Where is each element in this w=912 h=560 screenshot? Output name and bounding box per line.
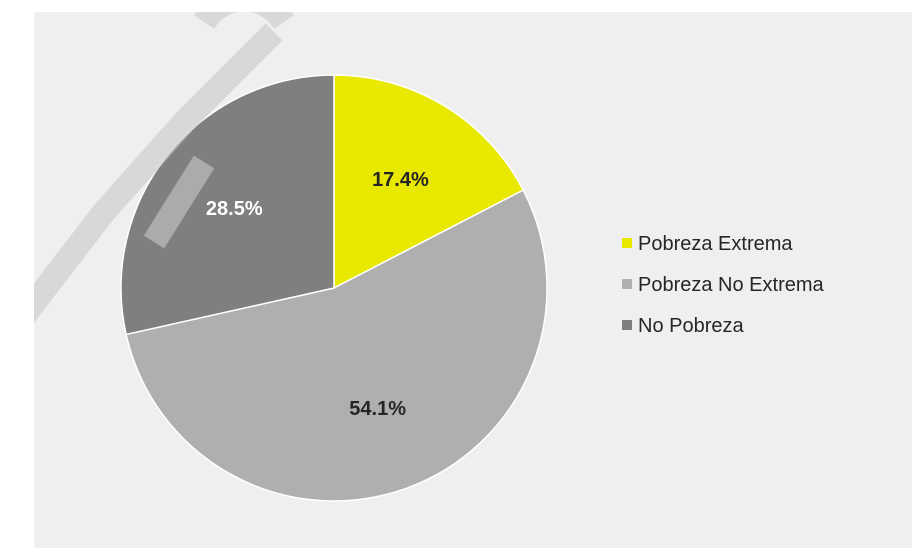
legend-label: Pobreza No Extrema — [638, 274, 825, 296]
legend-swatch — [622, 279, 632, 289]
legend-item-pobreza-extrema: Pobreza Extrema — [622, 233, 793, 255]
pie-data-labels: 17.4% 54.1% 28.5% — [206, 169, 429, 420]
legend: Pobreza Extrema Pobreza No Extrema No Pobr… — [622, 233, 825, 337]
pie-slice-pobreza-no-extrema — [125, 189, 548, 502]
chart-area: 17.4% 54.1% 28.5% Pobreza Extrema Pobreza N… — [34, 12, 912, 548]
data-label-pobreza-extrema: 17.4% — [372, 169, 429, 191]
legend-item-no-pobreza: No Pobreza — [622, 315, 744, 337]
legend-swatch — [622, 320, 632, 330]
watermark — [34, 12, 294, 323]
pie-slice-pobreza-extrema — [333, 74, 525, 290]
legend-label: No Pobreza — [638, 315, 744, 337]
data-label-no-pobreza: 28.5% — [206, 198, 263, 220]
pie-slices — [120, 74, 548, 502]
legend-item-pobreza-no-extrema: Pobreza No Extrema — [622, 274, 825, 296]
data-label-pobreza-no-extrema: 54.1% — [349, 398, 406, 420]
legend-label: Pobreza Extrema — [638, 233, 793, 255]
pie-chart: 17.4% 54.1% 28.5% Pobreza Extrema Pobreza N… — [34, 12, 825, 502]
legend-swatch — [622, 238, 632, 248]
